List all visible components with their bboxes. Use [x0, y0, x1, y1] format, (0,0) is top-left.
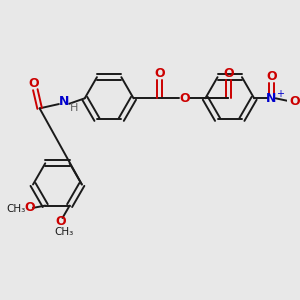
Text: O: O [24, 200, 35, 214]
Text: CH₃: CH₃ [54, 227, 74, 237]
Text: O: O [179, 92, 190, 105]
Text: O: O [56, 215, 66, 228]
Text: H: H [70, 103, 78, 113]
Text: O: O [223, 67, 234, 80]
Text: O: O [154, 67, 165, 80]
Text: O: O [266, 70, 277, 83]
Text: N: N [59, 95, 69, 108]
Text: -: - [299, 89, 300, 102]
Text: +: + [276, 89, 284, 99]
Text: O: O [290, 95, 300, 108]
Text: N: N [266, 92, 277, 105]
Text: CH₃: CH₃ [6, 204, 25, 214]
Text: O: O [28, 77, 39, 90]
